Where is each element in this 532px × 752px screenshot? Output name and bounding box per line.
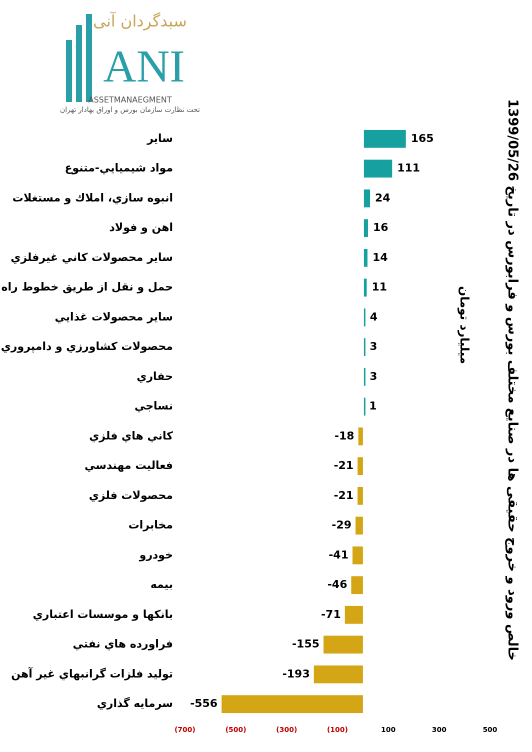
- x-tick-label: (700): [174, 726, 195, 734]
- bar: [323, 635, 363, 654]
- bar: [344, 605, 363, 624]
- bar: [313, 665, 363, 684]
- category-label: محصولات کشاورزي و دامپروري: [1, 340, 173, 353]
- logo-brand: سبدگردان آنی: [93, 12, 187, 32]
- bar: [357, 457, 363, 476]
- category-label: اهن و فولاد: [109, 221, 173, 234]
- x-tick-label: 500: [483, 726, 498, 734]
- value-label: -193: [282, 667, 310, 680]
- bar: [363, 308, 366, 327]
- logo: سبدگردان آنی ANI ASSETMANAEGMENT تحت نظا…: [60, 12, 200, 115]
- value-label: 3: [370, 370, 378, 383]
- bar: [363, 189, 371, 208]
- logo-bar: [76, 25, 82, 102]
- category-label: بانکها و موسسات اعتباري: [33, 608, 173, 621]
- category-label: نساجي: [134, 400, 173, 413]
- category-label: مخابرات: [128, 519, 173, 532]
- logo-tagline: ASSETMANAEGMENT: [88, 96, 172, 105]
- value-label: 16: [373, 221, 389, 234]
- x-tick-label: (300): [276, 726, 297, 734]
- logo-mark: ANI: [103, 41, 185, 92]
- value-label: 1: [369, 400, 377, 413]
- value-label: 24: [375, 191, 391, 204]
- category-label: خودرو: [138, 548, 173, 561]
- category-label: ساير محصولات کاني غيرفلزي: [11, 251, 173, 264]
- value-label: 111: [397, 162, 420, 175]
- x-tick-label: 300: [432, 726, 447, 734]
- value-label: -46: [327, 578, 347, 591]
- logo-note: تحت نظارت سازمان بورس و اوراق بهادار تهر…: [60, 106, 200, 114]
- category-label: انبوه سازي، املاك و مستغلات: [12, 191, 173, 204]
- category-label: ساير: [146, 132, 173, 145]
- bar: [221, 695, 363, 714]
- bar: [351, 576, 363, 595]
- value-label: -29: [332, 519, 352, 532]
- bar: [363, 367, 366, 386]
- value-label: -21: [334, 459, 354, 472]
- category-label: فعاليت مهندسي: [85, 459, 174, 472]
- value-label: 3: [370, 340, 378, 353]
- bar: [363, 278, 367, 297]
- value-label: 11: [372, 281, 387, 294]
- logo-bar: [86, 14, 92, 102]
- value-label: -155: [292, 638, 320, 651]
- chart-title: خالص ورود و خروج حقیقی ها در صنایع مختلف…: [505, 99, 520, 661]
- logo-bar: [66, 40, 72, 102]
- category-label: مواد شيميايي-متنوع: [65, 162, 173, 175]
- bar: [363, 248, 368, 267]
- bar: [355, 516, 363, 535]
- category-label: کاني هاي فلزي: [89, 429, 174, 442]
- category-label: حفاري: [137, 370, 173, 383]
- value-label: -41: [329, 548, 349, 561]
- bar: [363, 159, 393, 178]
- value-label: -18: [334, 429, 354, 442]
- bar: [363, 129, 406, 148]
- category-label: حمل و نقل از طريق خطوط راه اهن: [0, 281, 173, 294]
- bar: [363, 219, 368, 238]
- x-tick-label: (500): [225, 726, 246, 734]
- category-label: محصولات فلزي: [89, 489, 173, 502]
- bar: [358, 427, 363, 446]
- bar: [357, 486, 363, 505]
- chart-subtitle: میلیارد تومان: [457, 286, 472, 364]
- bar: [363, 338, 366, 357]
- bar: [363, 397, 366, 416]
- category-label: سرمايه گذاري: [97, 697, 173, 710]
- x-tick-label: 100: [381, 726, 396, 734]
- category-label: ساير محصولات غذايي: [55, 310, 173, 323]
- value-label: 4: [370, 310, 378, 323]
- category-label: بيمه: [150, 578, 173, 591]
- category-label: توليد فلزات گرانبهاي غير آهن: [11, 666, 173, 680]
- value-label: -556: [190, 697, 218, 710]
- value-label: -71: [321, 608, 341, 621]
- x-tick-label: (100): [327, 726, 348, 734]
- category-label: فراورده هاي نفتي: [73, 638, 173, 651]
- value-label: 165: [411, 132, 434, 145]
- bar: [352, 546, 363, 565]
- value-label: 14: [372, 251, 388, 264]
- value-label: -21: [334, 489, 354, 502]
